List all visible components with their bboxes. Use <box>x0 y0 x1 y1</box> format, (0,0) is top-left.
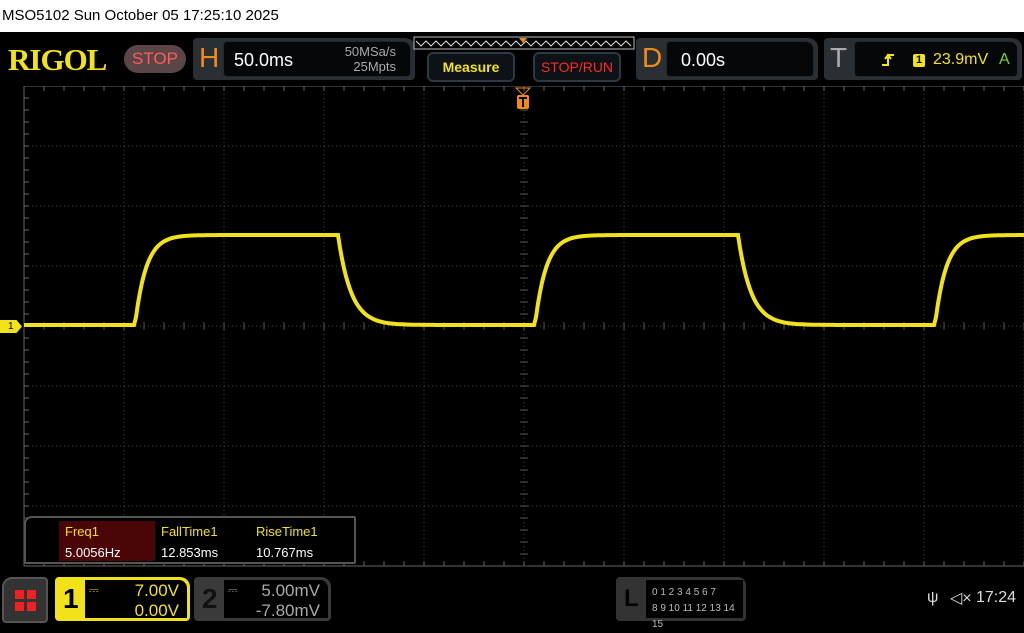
timebase-value: 50.0ms <box>234 50 294 70</box>
channel-number: 2 <box>202 583 218 614</box>
rising-edge-icon <box>882 53 894 66</box>
grid-menu-icon <box>15 590 36 611</box>
channel-number: 1 <box>63 583 79 614</box>
trigger-panel[interactable]: T 1 23.9mV A <box>824 38 1022 80</box>
measurement-name: RiseTime1 <box>256 524 318 539</box>
measurement-panel: Freq1 5.0056Hz FallTime1 12.853ms RiseTime… <box>24 516 356 564</box>
horizontal-label: H <box>199 42 220 73</box>
measure-button[interactable]: Measure <box>427 52 515 82</box>
delay-label: D <box>642 42 663 73</box>
channel-1-button[interactable]: 1 ⎓ 7.00V 0.00V <box>55 577 190 621</box>
measurement-item[interactable]: FallTime1 12.853ms <box>155 521 251 561</box>
delay-panel[interactable]: D 0.00s <box>636 38 818 80</box>
sample-rate: 50MSa/s <box>344 44 396 59</box>
trigger-mode: A <box>999 51 1010 68</box>
channel-1-offset-marker[interactable]: 1 <box>0 320 22 333</box>
logic-row-0-7: 0 1 2 3 4 5 6 7 <box>652 587 716 598</box>
trigger-source-badge: 1 <box>913 54 925 67</box>
run-state-badge[interactable]: STOP <box>124 45 186 73</box>
measurement-name: FallTime1 <box>161 524 218 539</box>
app-menu-button[interactable] <box>2 577 48 623</box>
memory-depth: 25Mpts <box>353 59 396 74</box>
title-bar: MSO5102 Sun October 05 17:25:10 2025 <box>0 0 1024 32</box>
channel-2-button[interactable]: 2 ⎓ 5.00mV -7.80mV <box>194 577 331 621</box>
measurement-value: 10.767ms <box>256 545 314 560</box>
measurement-value: 12.853ms <box>161 545 219 560</box>
measurement-name: Freq1 <box>65 524 99 539</box>
trigger-position-marker <box>519 38 527 43</box>
waveform-overview-bar[interactable] <box>413 36 635 50</box>
logic-row-8-15: 8 9 10 11 12 13 14 15 <box>652 603 735 630</box>
delay-value: 0.00s <box>681 50 726 70</box>
mute-icon[interactable]: ◁× <box>950 590 972 607</box>
rigol-logo: RIGOL <box>8 42 107 77</box>
channel-offset: -7.80mV <box>255 601 320 620</box>
measurement-value: 5.0056Hz <box>65 545 121 560</box>
logic-channels-button[interactable]: L 0 1 2 3 4 5 6 7 8 9 10 11 12 13 14 15 <box>616 577 746 630</box>
dc-coupling-icon: ⎓ <box>89 583 99 597</box>
channel-offset: 0.00V <box>134 601 179 620</box>
dc-coupling-icon: ⎓ <box>228 583 238 597</box>
clock-time: 17:24 <box>976 589 1017 606</box>
channel-scale: 7.00V <box>134 581 179 600</box>
channel-1-trace <box>24 233 1024 327</box>
waveform-display[interactable] <box>0 86 1024 568</box>
trigger-time-marker <box>514 87 532 109</box>
measurement-item[interactable]: RiseTime1 10.767ms <box>250 521 346 561</box>
usb-icon: ψ <box>927 589 939 606</box>
logic-label: L <box>624 585 639 612</box>
stop-run-button[interactable]: STOP/RUN <box>533 52 621 82</box>
measurement-item[interactable]: Freq1 5.0056Hz <box>59 521 155 561</box>
horizontal-panel[interactable]: H 50.0ms 50MSa/s 25Mpts <box>193 38 415 80</box>
trigger-level: 23.9mV <box>933 51 989 68</box>
trigger-label: T <box>830 42 848 73</box>
channel-scale: 5.00mV <box>261 581 320 600</box>
